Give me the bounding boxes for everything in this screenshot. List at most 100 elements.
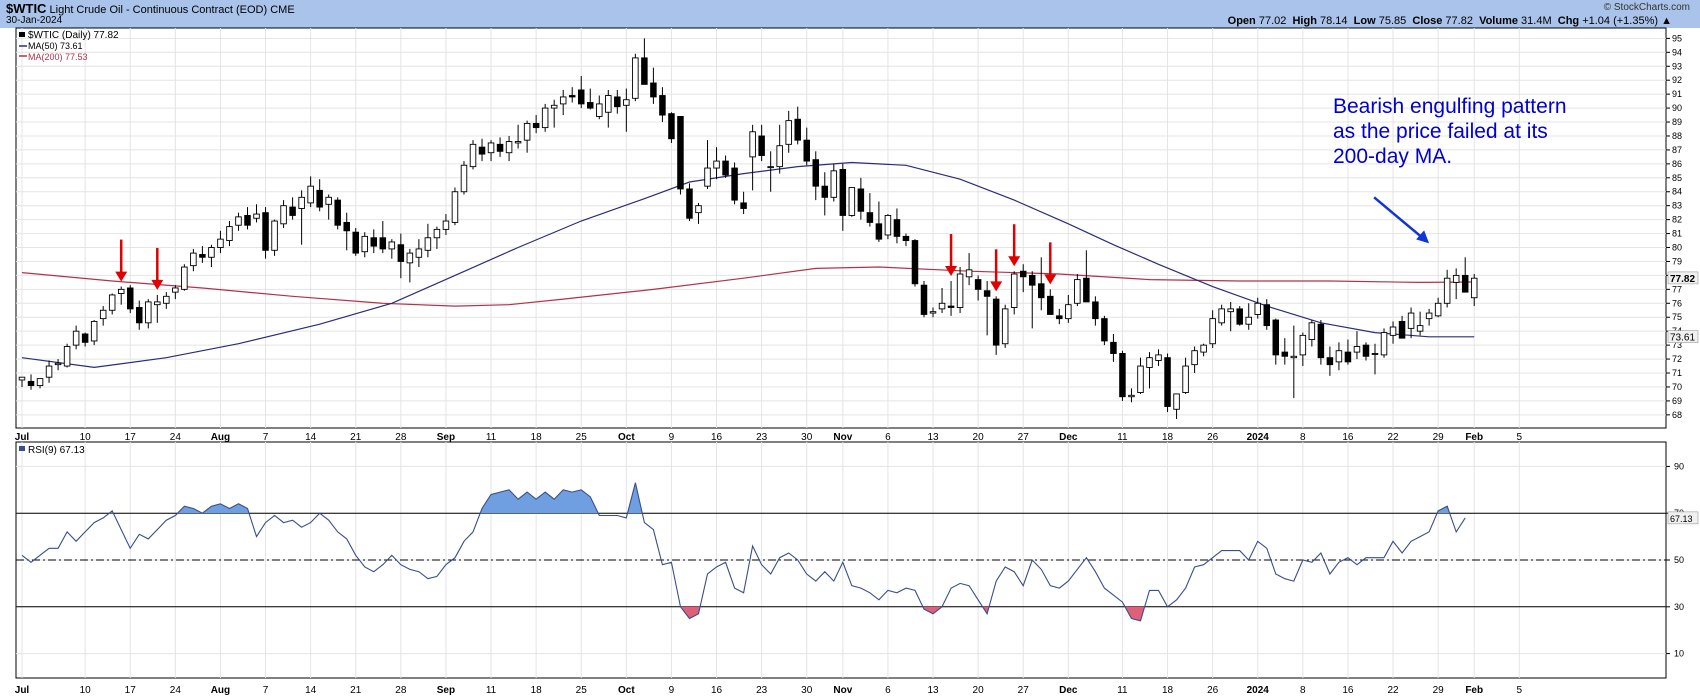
candle bbox=[605, 89, 612, 128]
candle-body bbox=[126, 287, 134, 310]
candle bbox=[1164, 353, 1171, 413]
candle bbox=[541, 103, 549, 132]
candle bbox=[1119, 350, 1126, 401]
candle-body bbox=[397, 244, 405, 262]
candle-body bbox=[117, 288, 125, 294]
rsi-tick-label: 50 bbox=[1674, 555, 1684, 565]
legend-ma200-label: MA(200) 77.53 bbox=[28, 52, 88, 62]
candle-body bbox=[803, 139, 810, 162]
candle bbox=[126, 285, 134, 314]
candle-body bbox=[1137, 365, 1144, 393]
candle-body bbox=[72, 330, 80, 346]
legend-rsi-label: RSI(9) 67.13 bbox=[28, 445, 85, 456]
low-value: 75.85 bbox=[1378, 15, 1407, 27]
ma50-line bbox=[21, 161, 1475, 369]
rsi-x-tick-label: Feb bbox=[1465, 685, 1483, 696]
candle bbox=[136, 300, 143, 330]
candle-body bbox=[839, 168, 847, 216]
rsi-overbought-fill bbox=[480, 489, 599, 514]
price-tick-label: 83 bbox=[1672, 201, 1682, 211]
candle bbox=[487, 140, 495, 162]
candle-body bbox=[298, 196, 305, 209]
blue-arrow-shaft bbox=[1373, 196, 1424, 240]
candle bbox=[388, 239, 396, 259]
price-tag-box bbox=[1667, 330, 1699, 343]
candle bbox=[451, 187, 459, 226]
candle-body bbox=[632, 57, 639, 99]
candle bbox=[785, 110, 792, 153]
candle bbox=[1245, 303, 1252, 330]
candle-body bbox=[650, 82, 657, 98]
candle-body bbox=[1326, 357, 1334, 366]
candle bbox=[253, 204, 260, 223]
candle bbox=[803, 127, 810, 166]
candle-body bbox=[289, 206, 296, 216]
price-x-tick-label: 27 bbox=[1018, 432, 1030, 443]
candle bbox=[668, 112, 675, 143]
candle bbox=[514, 124, 522, 149]
rsi-x-tick-label: 23 bbox=[756, 685, 768, 696]
candle bbox=[731, 162, 738, 205]
candle-body bbox=[244, 215, 251, 226]
rsi-x-tick-label: 11 bbox=[486, 685, 497, 696]
candle-body bbox=[541, 107, 549, 129]
rsi-x-tick-label: 14 bbox=[305, 685, 317, 696]
candle-body bbox=[1182, 365, 1189, 393]
candle bbox=[1398, 315, 1406, 339]
rsi-overbought-fill bbox=[627, 482, 643, 514]
candle-body bbox=[1146, 357, 1153, 368]
candle bbox=[965, 253, 973, 286]
candle-body bbox=[1038, 283, 1045, 299]
annotation-line: Bearish engulfing pattern bbox=[1333, 95, 1567, 118]
candle bbox=[614, 89, 621, 114]
candle-body bbox=[677, 116, 684, 190]
candle bbox=[1452, 268, 1460, 300]
candle bbox=[1407, 307, 1415, 339]
candle-body bbox=[1218, 308, 1225, 324]
rsi-x-tick-label: 9 bbox=[669, 685, 675, 696]
price-x-tick-label: 10 bbox=[80, 432, 92, 443]
candle-body bbox=[992, 298, 1000, 346]
price-tick-label: 77 bbox=[1672, 284, 1682, 294]
candle-body bbox=[154, 301, 161, 306]
candle-body bbox=[1389, 326, 1397, 336]
candle bbox=[1281, 338, 1289, 365]
candle bbox=[280, 200, 287, 228]
candle bbox=[1236, 306, 1243, 326]
price-tick-label: 84 bbox=[1672, 187, 1682, 197]
symbol-label: $WTIC bbox=[6, 1, 47, 16]
candle bbox=[442, 214, 450, 235]
candle bbox=[316, 179, 323, 212]
rsi-grid bbox=[16, 442, 1666, 678]
price-x-tick-label: Feb bbox=[1465, 432, 1483, 443]
candle bbox=[532, 115, 540, 134]
candle bbox=[370, 229, 378, 254]
candle bbox=[1065, 294, 1072, 323]
price-tick-label: 90 bbox=[1672, 103, 1682, 113]
rsi-x-tick-label: 28 bbox=[395, 685, 407, 696]
price-x-tick-label: 24 bbox=[170, 432, 182, 443]
candle-body bbox=[1272, 319, 1280, 356]
candle-body bbox=[1425, 312, 1433, 320]
price-tag-label: 73.61 bbox=[1670, 333, 1695, 344]
candle bbox=[460, 161, 468, 195]
candle bbox=[1344, 339, 1352, 365]
open-value: 77.02 bbox=[1258, 15, 1287, 27]
candle-body bbox=[866, 212, 874, 223]
candle-body bbox=[18, 376, 26, 381]
annotation-line: as the price failed at its bbox=[1333, 120, 1548, 143]
candle bbox=[875, 201, 883, 242]
rsi-x-tick-label: 8 bbox=[1300, 685, 1306, 696]
candle-body bbox=[352, 231, 359, 254]
candle bbox=[758, 124, 765, 162]
price-x-tick-label: 18 bbox=[1162, 432, 1174, 443]
candle-body bbox=[63, 346, 71, 367]
rsi-line bbox=[21, 482, 1466, 622]
candle-body bbox=[1001, 308, 1009, 345]
red-arrow bbox=[1044, 242, 1057, 285]
price-x-tick-label: 13 bbox=[927, 432, 939, 443]
price-x-tick-label: 18 bbox=[531, 432, 543, 443]
candle-body bbox=[1164, 357, 1171, 407]
candle bbox=[632, 53, 639, 102]
candle-body bbox=[415, 248, 423, 258]
